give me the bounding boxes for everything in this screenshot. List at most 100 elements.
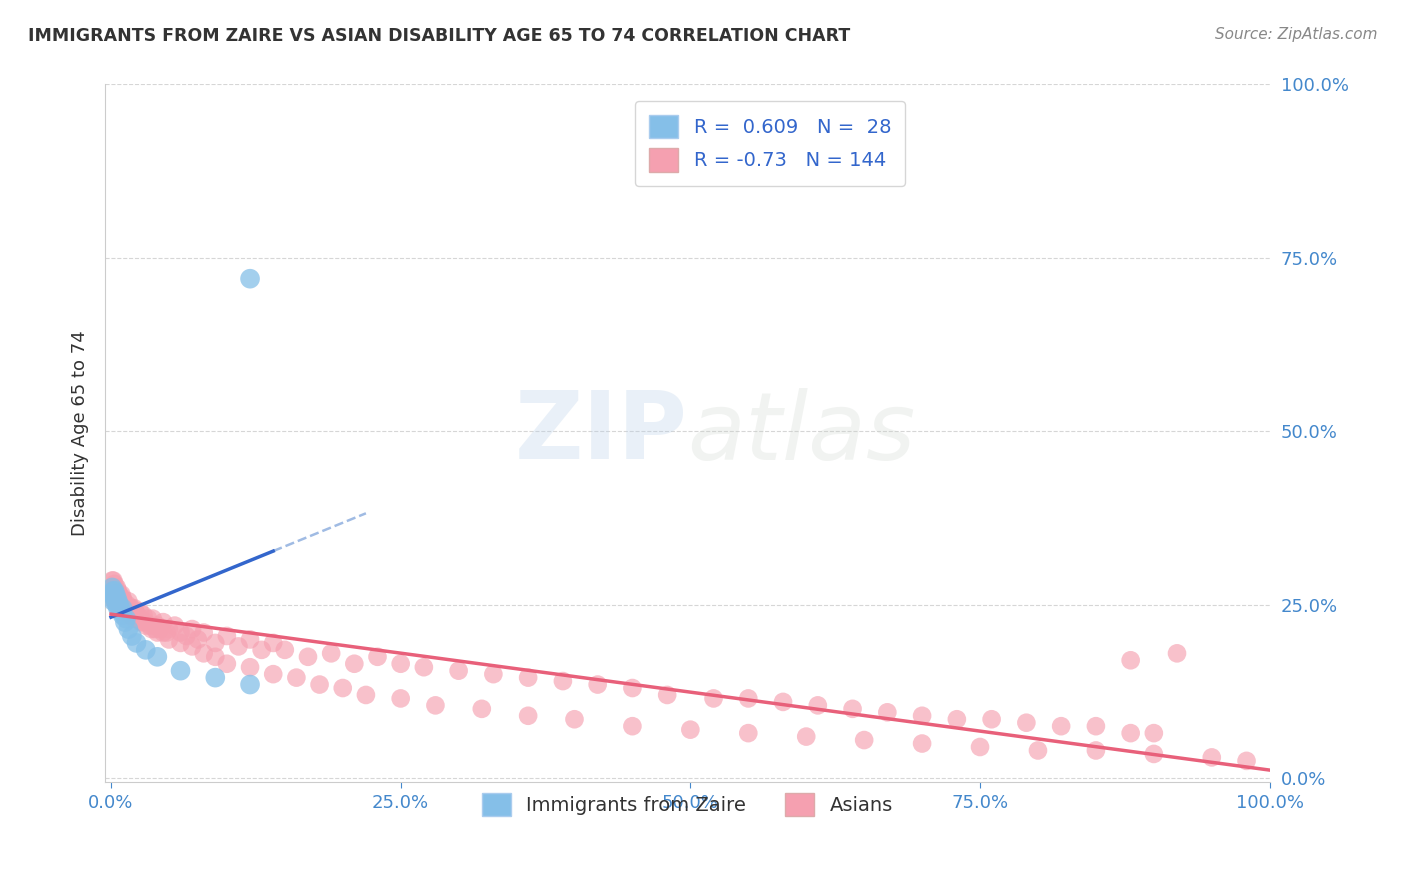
Point <box>169 664 191 678</box>
Point <box>108 598 131 612</box>
Point <box>1026 743 1049 757</box>
Point <box>176 629 198 643</box>
Point <box>1236 754 1258 768</box>
Point <box>204 649 226 664</box>
Point <box>103 591 125 605</box>
Point <box>146 625 169 640</box>
Point <box>262 636 284 650</box>
Point <box>104 594 127 608</box>
Point <box>412 660 434 674</box>
Point <box>517 671 540 685</box>
Point <box>128 612 150 626</box>
Point <box>389 691 412 706</box>
Point <box>104 583 127 598</box>
Point <box>132 608 155 623</box>
Point <box>107 594 129 608</box>
Point <box>517 708 540 723</box>
Point <box>115 601 138 615</box>
Point <box>564 712 586 726</box>
Point <box>152 615 174 629</box>
Point <box>107 587 129 601</box>
Point <box>121 605 143 619</box>
Point <box>146 649 169 664</box>
Point <box>108 594 131 608</box>
Point <box>117 594 139 608</box>
Point <box>1084 719 1107 733</box>
Point <box>274 643 297 657</box>
Point <box>181 622 204 636</box>
Point <box>110 587 132 601</box>
Point <box>125 636 148 650</box>
Point <box>215 657 238 671</box>
Point <box>702 691 724 706</box>
Point <box>156 625 179 640</box>
Point <box>308 677 330 691</box>
Point <box>1143 747 1166 761</box>
Point <box>121 629 143 643</box>
Point <box>135 615 157 629</box>
Point <box>737 691 759 706</box>
Point <box>142 612 165 626</box>
Point <box>122 608 145 623</box>
Point <box>969 739 991 754</box>
Point <box>110 591 132 605</box>
Point <box>104 594 127 608</box>
Point <box>114 601 136 615</box>
Point <box>101 587 124 601</box>
Point <box>135 618 157 632</box>
Point <box>146 618 169 632</box>
Point <box>1119 653 1142 667</box>
Legend: Immigrants from Zaire, Asians: Immigrants from Zaire, Asians <box>474 785 901 824</box>
Point <box>111 594 134 608</box>
Point <box>112 594 135 608</box>
Point <box>114 615 136 629</box>
Point <box>425 698 447 713</box>
Point <box>103 587 125 601</box>
Point <box>122 601 145 615</box>
Point <box>129 605 152 619</box>
Point <box>354 688 377 702</box>
Point <box>131 615 153 629</box>
Point <box>103 587 125 601</box>
Point <box>297 649 319 664</box>
Point <box>104 587 127 601</box>
Point <box>1119 726 1142 740</box>
Point <box>181 640 204 654</box>
Point <box>111 591 134 605</box>
Point <box>621 719 644 733</box>
Point <box>482 667 505 681</box>
Point <box>204 636 226 650</box>
Point <box>679 723 702 737</box>
Point <box>103 577 125 591</box>
Point <box>110 601 132 615</box>
Point <box>135 643 157 657</box>
Point <box>163 618 186 632</box>
Point <box>193 646 215 660</box>
Point <box>104 587 127 601</box>
Point <box>105 591 128 605</box>
Point <box>108 594 131 608</box>
Point <box>107 591 129 605</box>
Point <box>807 698 830 713</box>
Point <box>876 706 898 720</box>
Point <box>118 601 141 615</box>
Point <box>239 677 262 691</box>
Point <box>101 583 124 598</box>
Point <box>110 598 132 612</box>
Point <box>169 636 191 650</box>
Point <box>125 608 148 623</box>
Point <box>157 632 180 647</box>
Point <box>112 601 135 615</box>
Point <box>101 574 124 588</box>
Point <box>108 587 131 601</box>
Point <box>471 702 494 716</box>
Point <box>239 660 262 674</box>
Point <box>117 605 139 619</box>
Point <box>911 737 934 751</box>
Point <box>110 598 132 612</box>
Point <box>1201 750 1223 764</box>
Point <box>157 622 180 636</box>
Point <box>853 733 876 747</box>
Point <box>120 605 142 619</box>
Point <box>772 695 794 709</box>
